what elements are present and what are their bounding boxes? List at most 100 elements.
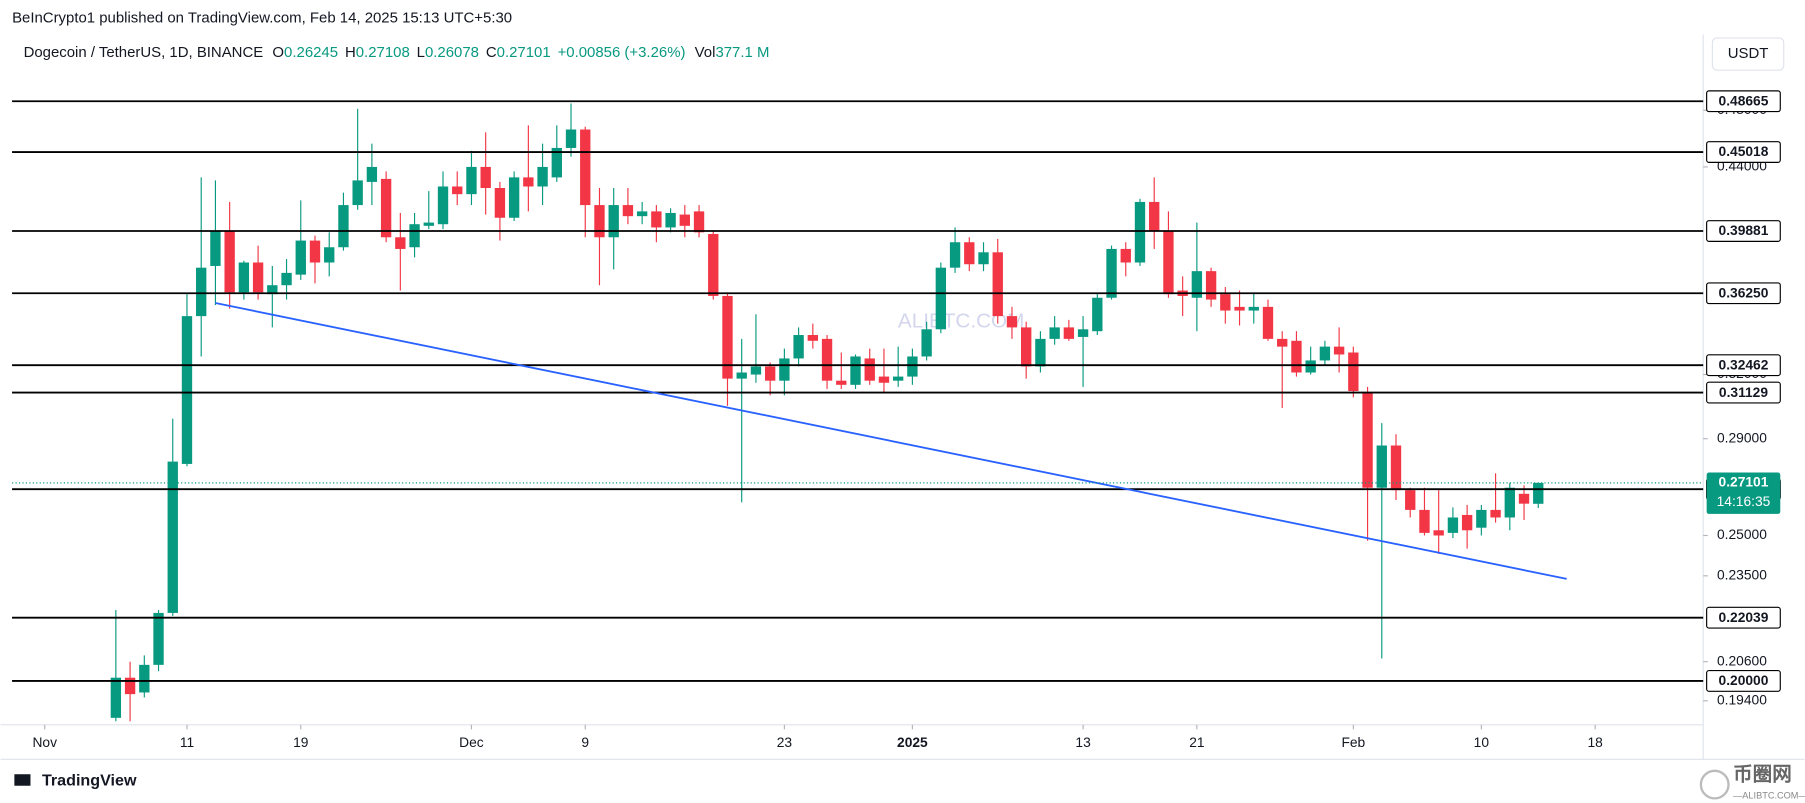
candle-body bbox=[366, 166, 378, 182]
currency-button[interactable]: USDT bbox=[1711, 37, 1785, 71]
level-label: 0.48665 bbox=[1719, 93, 1769, 108]
candle-body bbox=[452, 186, 463, 195]
candle-body bbox=[181, 316, 193, 464]
candle-body bbox=[1006, 316, 1018, 328]
candle-body bbox=[1376, 445, 1387, 488]
candle-body bbox=[1106, 248, 1117, 298]
x-tick-label: 2025 bbox=[897, 735, 928, 750]
last-price-label: 0.27101 bbox=[1719, 475, 1769, 490]
brand-icon[interactable] bbox=[14, 774, 31, 786]
candle-body bbox=[580, 129, 591, 206]
x-tick-label: Feb bbox=[1341, 735, 1365, 750]
ohlc-label: H bbox=[345, 44, 356, 61]
watermark: ALIBTC.COM bbox=[898, 310, 1024, 333]
candle-body bbox=[636, 211, 648, 217]
candle-body bbox=[352, 180, 363, 206]
candle-body bbox=[665, 212, 676, 228]
candle-body bbox=[423, 222, 434, 226]
level-label-box bbox=[1706, 282, 1781, 305]
ohlc-value: 0.26245 bbox=[284, 44, 338, 61]
level-label-box bbox=[1706, 381, 1781, 404]
ohlc-label: L bbox=[417, 44, 425, 61]
candle-body bbox=[1234, 306, 1245, 311]
candle-body bbox=[238, 262, 250, 293]
candle-body bbox=[153, 612, 164, 665]
candle-body bbox=[608, 205, 619, 238]
currency-button-label[interactable]: USDT bbox=[1728, 45, 1769, 62]
candle-body bbox=[1063, 327, 1075, 339]
candle-body bbox=[1149, 201, 1160, 231]
candle-body bbox=[736, 372, 747, 379]
x-tick-label: 11 bbox=[180, 735, 194, 750]
change: +0.00856 (+3.26%) bbox=[558, 44, 686, 61]
candle-body bbox=[1291, 340, 1302, 373]
candle-body bbox=[124, 677, 136, 695]
level-label: 0.20000 bbox=[1719, 673, 1769, 688]
candle-body bbox=[1120, 248, 1131, 263]
candle-body bbox=[309, 240, 321, 263]
level-label: 0.22039 bbox=[1719, 610, 1769, 625]
candle-body bbox=[1035, 338, 1046, 367]
candle-body bbox=[480, 166, 491, 189]
candle-body bbox=[1533, 482, 1544, 504]
ohlc-value: 0.27101 bbox=[497, 44, 551, 61]
logo-text: 币圈网 bbox=[1733, 764, 1792, 786]
candle-body bbox=[1049, 327, 1060, 339]
brand[interactable]: TradingView bbox=[14, 771, 137, 789]
candle-body bbox=[1490, 509, 1501, 518]
ohlc-value: 0.26078 bbox=[425, 44, 479, 61]
brand-name[interactable]: TradingView bbox=[42, 771, 137, 789]
candle-body bbox=[807, 335, 819, 341]
x-tick-label: 10 bbox=[1474, 735, 1490, 750]
candle-body bbox=[1262, 306, 1274, 339]
candle-body bbox=[1077, 329, 1089, 337]
candle-body bbox=[836, 380, 847, 385]
candle-body bbox=[494, 188, 506, 218]
level-label: 0.32462 bbox=[1719, 357, 1769, 372]
candle-body bbox=[210, 230, 221, 266]
candle-body bbox=[793, 335, 804, 359]
candle-body bbox=[1134, 201, 1146, 263]
candle-body bbox=[565, 129, 577, 148]
candle-body bbox=[1504, 487, 1515, 518]
level-label: 0.31129 bbox=[1719, 385, 1768, 400]
candle-body bbox=[295, 240, 306, 275]
level-label-box bbox=[1706, 670, 1781, 692]
candle-body bbox=[594, 205, 605, 238]
candle-body bbox=[1248, 306, 1259, 311]
x-tick-label: Nov bbox=[32, 735, 57, 750]
candle-body bbox=[878, 376, 890, 383]
candle-body bbox=[935, 267, 947, 330]
y-tick-label: 0.25000 bbox=[1717, 527, 1767, 542]
candle-body bbox=[821, 338, 833, 381]
candle-body bbox=[1461, 514, 1473, 531]
x-tick-label: 9 bbox=[581, 735, 589, 750]
last-price-box bbox=[1706, 472, 1781, 514]
y-tick-label: 0.23500 bbox=[1717, 567, 1767, 582]
x-tick-label: Dec bbox=[459, 735, 484, 750]
candle-body bbox=[139, 664, 150, 693]
candle-body bbox=[1447, 517, 1459, 533]
candle-body bbox=[110, 677, 122, 718]
candle-body bbox=[779, 358, 790, 381]
candle-body bbox=[551, 147, 562, 178]
y-tick-label: 0.29000 bbox=[1717, 430, 1767, 445]
level-label-box bbox=[1706, 354, 1781, 377]
x-tick-label: 23 bbox=[777, 735, 793, 750]
candle-body bbox=[1205, 271, 1217, 300]
candle-body bbox=[708, 233, 719, 296]
candle-body bbox=[1419, 509, 1430, 533]
x-tick-label: 21 bbox=[1189, 735, 1204, 750]
currency-button-box[interactable] bbox=[1711, 37, 1785, 71]
candle-body bbox=[864, 358, 875, 381]
logo-icon bbox=[1699, 769, 1730, 800]
candle-body bbox=[1092, 297, 1103, 332]
candle-body bbox=[395, 237, 406, 249]
candle-body bbox=[281, 272, 292, 286]
candle-body bbox=[523, 177, 534, 187]
candle-body bbox=[622, 205, 634, 217]
candle-body bbox=[252, 262, 264, 293]
candle-body bbox=[1348, 352, 1359, 392]
candle-body bbox=[196, 267, 207, 317]
